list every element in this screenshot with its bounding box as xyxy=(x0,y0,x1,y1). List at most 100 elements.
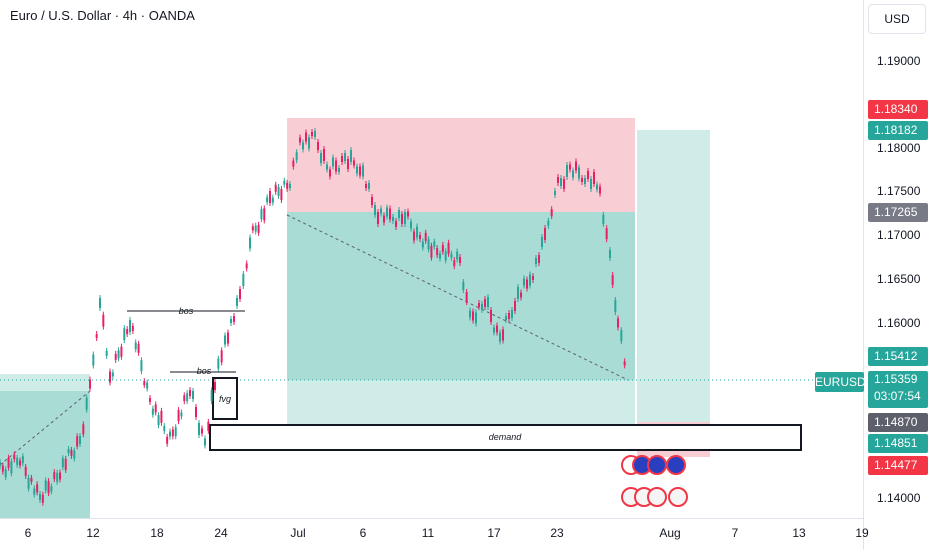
candle-body xyxy=(459,257,461,263)
candle-body xyxy=(433,241,436,247)
demand-box[interactable] xyxy=(209,424,802,451)
candle-body xyxy=(177,410,180,422)
candle-body xyxy=(413,231,415,241)
us-flag-icon[interactable] xyxy=(647,487,667,507)
candle-body xyxy=(305,132,307,142)
candle-body xyxy=(4,469,7,478)
candle-body xyxy=(377,212,379,224)
candle-body xyxy=(332,157,334,167)
candle-body xyxy=(511,310,513,318)
candle-body xyxy=(183,395,186,402)
candle-body xyxy=(398,210,400,218)
time-tick: 6 xyxy=(359,526,367,540)
candle-body xyxy=(263,208,266,221)
left-zone-line xyxy=(0,390,91,466)
candle-body xyxy=(450,253,453,258)
candle-body xyxy=(623,361,626,366)
candle-body xyxy=(198,423,200,435)
candle-body xyxy=(283,180,286,185)
candle-body xyxy=(557,177,559,183)
candle-body xyxy=(350,150,352,162)
candle-body xyxy=(230,319,232,323)
candle-body xyxy=(416,226,418,238)
candle-body xyxy=(217,358,220,369)
profit-zone xyxy=(287,212,635,380)
candle-body xyxy=(151,408,154,415)
candle-body xyxy=(371,197,373,205)
candle-body xyxy=(453,260,456,267)
currency-button[interactable]: USD xyxy=(868,4,926,34)
candle-body xyxy=(439,253,441,259)
candle-body xyxy=(609,250,611,258)
candle-body xyxy=(605,228,608,240)
candle-body xyxy=(207,421,210,431)
candle-body xyxy=(386,207,388,217)
candle-body xyxy=(581,178,583,182)
candle-body xyxy=(41,494,44,503)
candle-body xyxy=(389,208,391,220)
candle-body xyxy=(462,282,465,290)
candle-body xyxy=(254,225,257,232)
candle-body xyxy=(424,232,427,241)
candle-body xyxy=(233,316,235,322)
candle-body xyxy=(174,427,177,437)
candle-body xyxy=(602,214,605,224)
candle-body xyxy=(560,178,562,186)
time-tick: 12 xyxy=(86,526,100,540)
price-tick: 1.17500 xyxy=(877,184,921,198)
candle-body xyxy=(214,382,216,390)
eu-flag-icon[interactable] xyxy=(647,455,667,475)
candle-body xyxy=(472,311,474,321)
candle-body xyxy=(27,477,30,489)
candle-body xyxy=(314,131,316,137)
candle-body xyxy=(157,415,160,426)
candle-body xyxy=(344,153,346,161)
candle-body xyxy=(578,167,580,179)
price-badge-stop: 1.15412 xyxy=(868,347,928,366)
candle-body xyxy=(362,165,364,177)
eu-flag-icon[interactable] xyxy=(666,455,686,475)
chart-title: Euro / U.S. Dollar · 4h · OANDA xyxy=(10,8,195,23)
us-flag-icon[interactable] xyxy=(668,487,688,507)
candle-body xyxy=(430,245,433,258)
candle-body xyxy=(7,457,10,468)
candle-body xyxy=(0,462,1,466)
price-chart[interactable]: bos bos fvg demand xyxy=(0,0,863,518)
candle-body xyxy=(169,431,171,437)
candle-body xyxy=(441,244,444,252)
candle-body xyxy=(554,191,556,195)
price-badge-level-c: 1.14477 xyxy=(868,456,928,475)
candle-body xyxy=(365,184,367,188)
price-tick: 1.18000 xyxy=(877,141,921,155)
time-tick: 13 xyxy=(792,526,806,540)
candle-body xyxy=(447,242,450,254)
candle-body xyxy=(341,156,343,162)
time-tick: Jul xyxy=(290,526,306,540)
candle-body xyxy=(317,142,319,150)
candle-body xyxy=(186,393,189,402)
candle-body xyxy=(526,279,528,289)
candle-body xyxy=(593,172,595,184)
candle-body xyxy=(575,161,577,171)
candle-body xyxy=(99,298,101,308)
fvg-box[interactable] xyxy=(212,377,238,420)
candle-body xyxy=(469,310,471,318)
candle-body xyxy=(320,153,322,163)
candle-body xyxy=(201,428,203,434)
candle-body xyxy=(465,292,468,302)
candle-body xyxy=(39,494,41,500)
candle-body xyxy=(427,239,430,250)
candle-body xyxy=(227,332,229,344)
event-row-1[interactable] xyxy=(621,455,686,475)
time-tick: 24 xyxy=(214,526,228,540)
candle-body xyxy=(149,398,151,402)
candle-body xyxy=(587,171,589,179)
candle-body xyxy=(569,164,571,170)
candle-body xyxy=(286,182,289,189)
event-row-2[interactable] xyxy=(621,487,688,507)
candle-body xyxy=(617,318,619,328)
price-tick: 1.16000 xyxy=(877,316,921,330)
candle-body xyxy=(335,160,337,172)
candle-body xyxy=(368,183,370,189)
